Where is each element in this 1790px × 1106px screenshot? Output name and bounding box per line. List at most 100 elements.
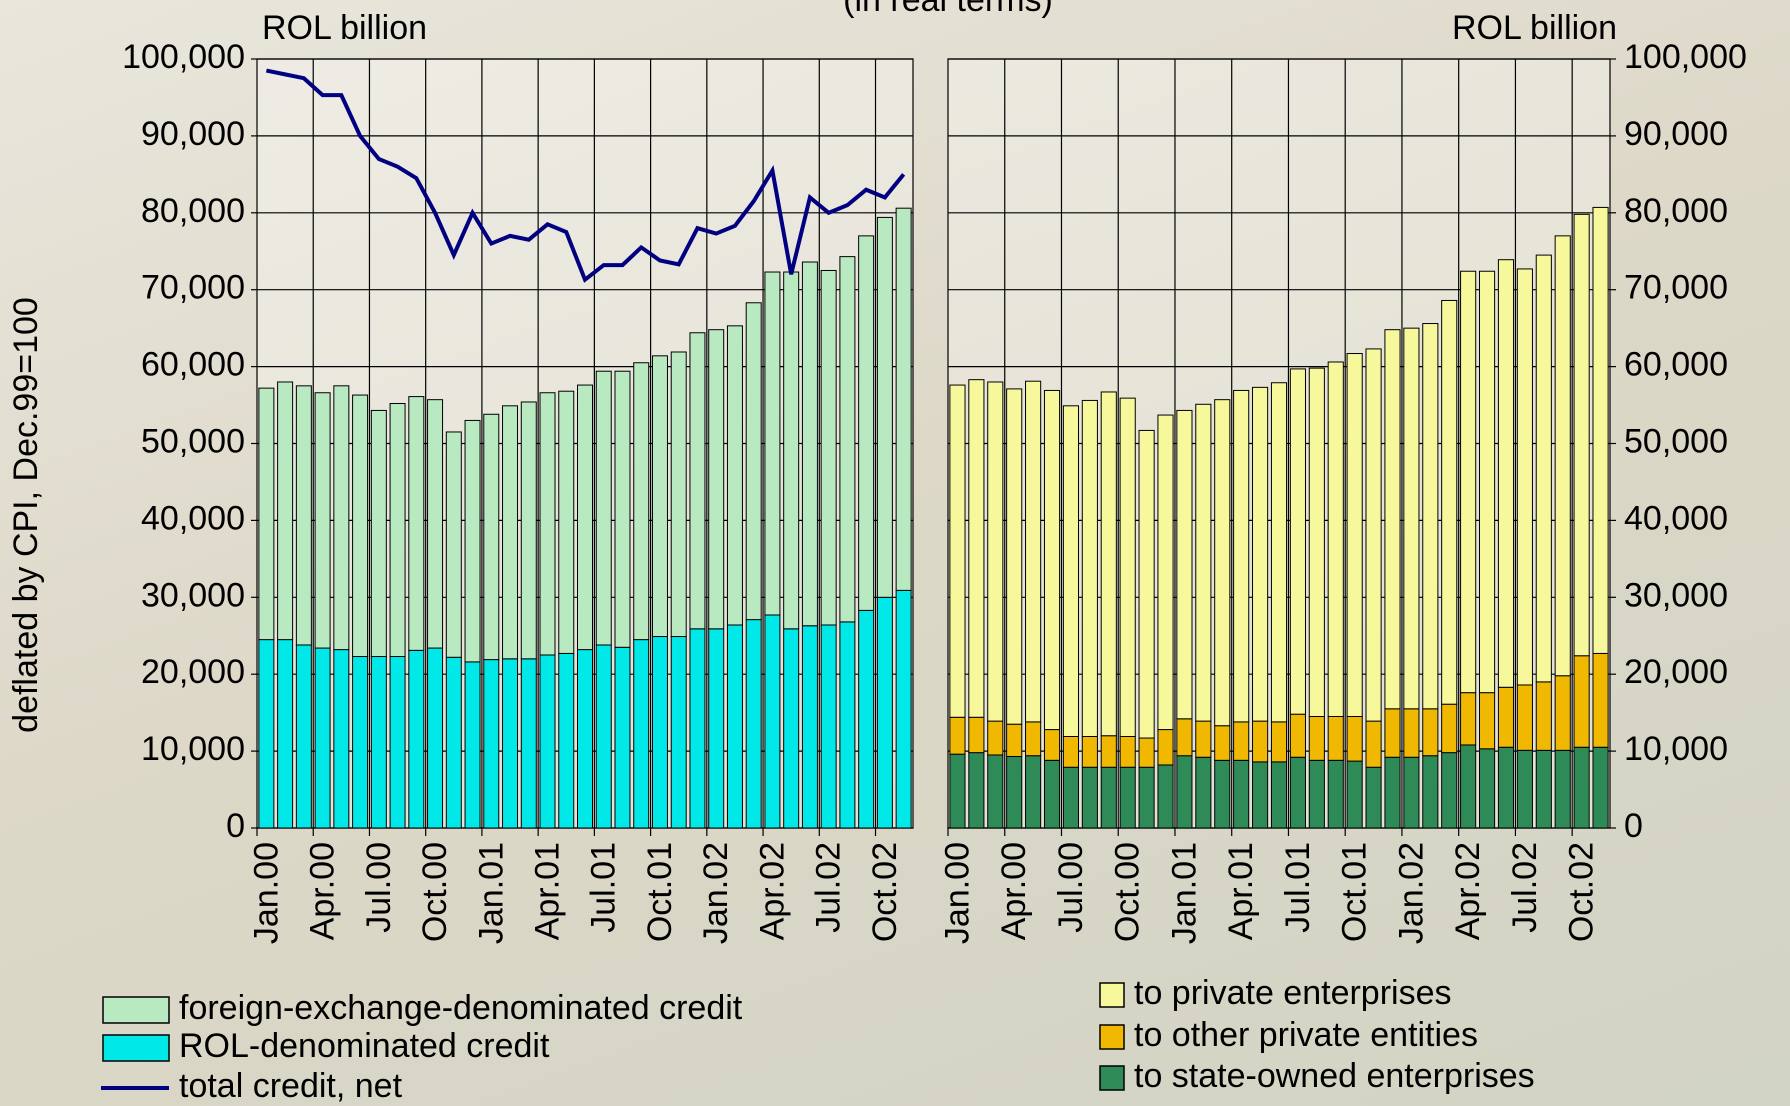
bar-segment: [1366, 767, 1381, 828]
bar-segment: [709, 629, 724, 828]
x-tick-label: Oct.01: [1336, 842, 1374, 942]
bar-segment: [296, 386, 311, 645]
bar-segment: [1347, 354, 1362, 717]
bar-segment: [988, 721, 1003, 755]
y-tick-label: 60,000: [141, 346, 245, 384]
chart-title: (in real terms): [843, 0, 1053, 19]
bar-segment: [1517, 750, 1532, 828]
y-tick-label: 50,000: [141, 422, 245, 460]
y-tick-label: 70,000: [141, 269, 245, 307]
bar-segment: [1498, 747, 1513, 828]
bar-segment: [1574, 656, 1589, 748]
bar-segment: [446, 432, 461, 657]
x-tick-label: Oct.02: [866, 842, 904, 942]
bar-segment: [950, 385, 965, 717]
x-tick-label: Jul.01: [585, 842, 623, 933]
bar-segment: [1271, 762, 1286, 828]
x-tick-label: Apr.00: [304, 842, 342, 940]
bar-segment: [484, 660, 499, 828]
bar-segment: [1158, 415, 1173, 730]
chart: (in real terms) 010,00020,00030,00040,00…: [0, 0, 1790, 1106]
bar-segment: [1347, 716, 1362, 761]
y-tick-label: 20,000: [141, 653, 245, 691]
bar-segment: [409, 397, 424, 651]
legend-swatch: [1100, 1025, 1124, 1049]
y-tick-label: 100,000: [1624, 38, 1747, 76]
bar-segment: [1385, 757, 1400, 828]
bar-segment: [1063, 736, 1078, 767]
bar-segment: [559, 653, 574, 828]
bar-segment: [1555, 236, 1570, 676]
bar-segment: [1442, 300, 1457, 704]
bar-segment: [1290, 714, 1305, 757]
bar-segment: [1082, 400, 1097, 736]
bar-segment: [765, 615, 780, 828]
bar-segment: [1536, 255, 1551, 682]
x-tick-label: Jul.02: [1506, 842, 1544, 933]
bar-segment: [1461, 271, 1476, 692]
bar-segment: [840, 257, 855, 622]
bar-segment: [615, 647, 630, 828]
bar-segment: [503, 406, 518, 659]
bar-segment: [1007, 756, 1022, 828]
bar-segment: [1385, 330, 1400, 709]
bar-segment: [1309, 760, 1324, 828]
bar-segment: [1253, 387, 1268, 721]
x-tick-label: Apr.01: [1222, 842, 1260, 940]
bar-segment: [1290, 757, 1305, 828]
bar-segment: [1177, 410, 1192, 718]
bar-segment: [950, 717, 965, 754]
bar-segment: [1139, 767, 1154, 828]
bar-segment: [1555, 750, 1570, 828]
bar-segment: [1404, 328, 1419, 709]
bar-segment: [503, 659, 518, 828]
bar-segment: [1044, 760, 1059, 828]
bar-segment: [1215, 726, 1230, 761]
y-tick-label: 40,000: [1624, 499, 1728, 537]
y-tick-label: 90,000: [141, 115, 245, 153]
bar-segment: [1328, 716, 1343, 760]
y-tick-label: 80,000: [141, 192, 245, 230]
x-tick-label: Oct.02: [1563, 842, 1601, 942]
bar-segment: [877, 597, 892, 828]
bar-segment: [1442, 704, 1457, 752]
bar-segment: [1101, 392, 1116, 736]
bar-segment: [278, 382, 293, 640]
bar-segment: [1328, 760, 1343, 828]
y-tick-label: 90,000: [1624, 115, 1728, 153]
bar-segment: [1044, 730, 1059, 761]
bar-segment: [1101, 767, 1116, 828]
bar-segment: [969, 753, 984, 828]
bar-segment: [1479, 693, 1494, 749]
bar-segment: [727, 326, 742, 625]
bar-segment: [390, 657, 405, 828]
bar-segment: [559, 391, 574, 653]
x-tick-label: Jan.02: [1392, 842, 1430, 944]
bar-segment: [690, 629, 705, 828]
bar-segment: [1309, 716, 1324, 760]
bar-segment: [1007, 724, 1022, 756]
bar-segment: [1366, 721, 1381, 767]
bar-segment: [353, 395, 368, 656]
legend-swatch: [1100, 983, 1124, 1007]
x-tick-label: Jul.00: [1052, 842, 1090, 933]
bar-segment: [596, 371, 611, 645]
bar-segment: [1593, 747, 1608, 828]
bar-segment: [1593, 653, 1608, 747]
legend-swatch: [103, 997, 169, 1023]
bar-segment: [1215, 760, 1230, 828]
bar-segment: [840, 622, 855, 828]
bar-segment: [784, 272, 799, 629]
bar-segment: [1234, 722, 1249, 760]
bar-segment: [634, 640, 649, 828]
bar-segment: [1309, 368, 1324, 716]
bar-segment: [1461, 693, 1476, 745]
bar-segment: [428, 648, 443, 828]
y-tick-label: 50,000: [1624, 422, 1728, 460]
bar-segment: [765, 272, 780, 615]
bar-segment: [1063, 406, 1078, 737]
bar-segment: [1498, 687, 1513, 747]
bar-segment: [821, 625, 836, 828]
bar-segment: [446, 657, 461, 828]
bar-segment: [578, 650, 593, 828]
